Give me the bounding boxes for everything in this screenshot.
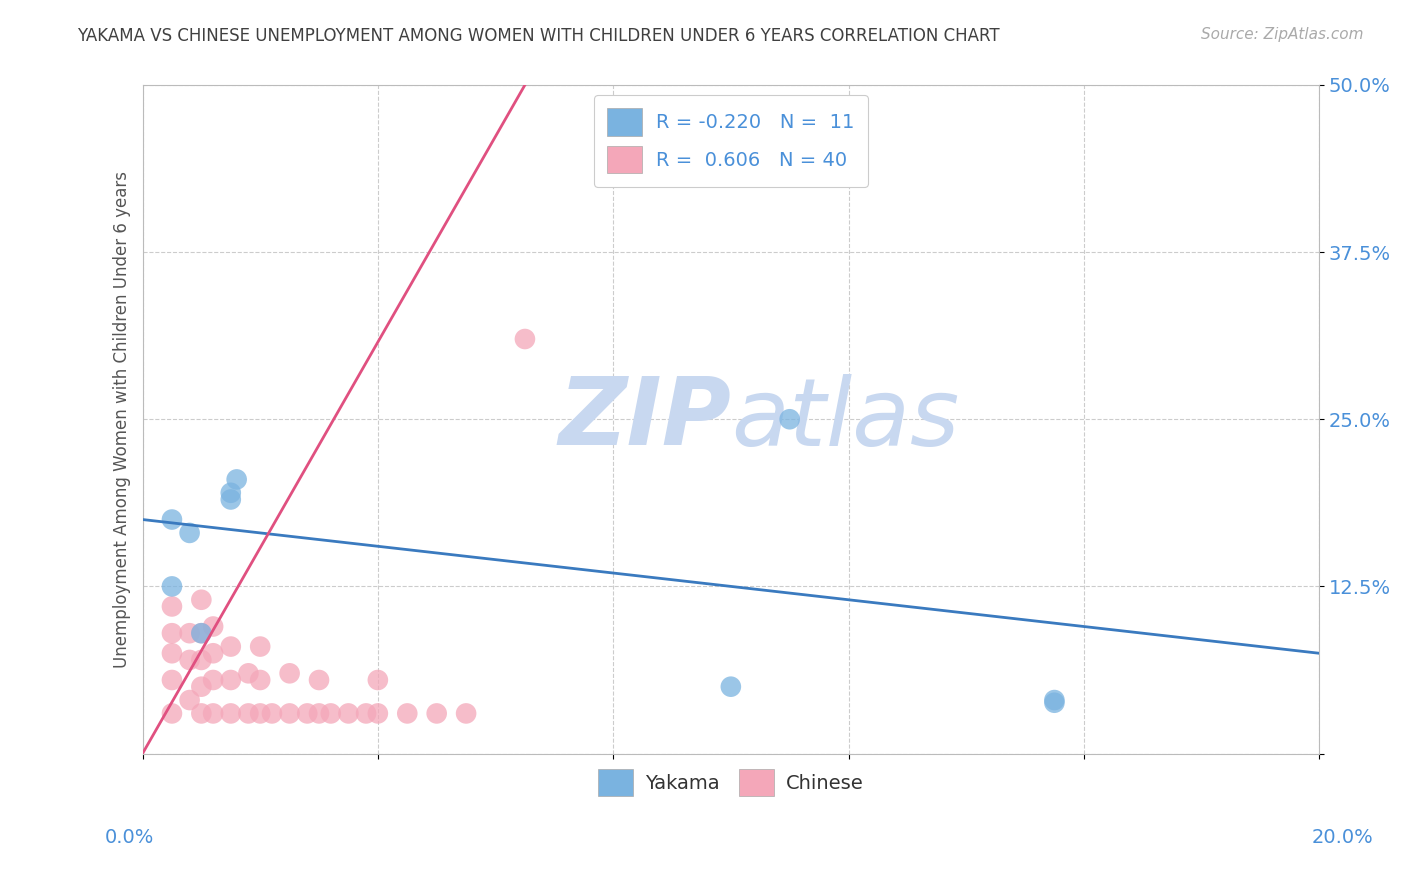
Point [202,619,225,633]
Point [190,626,212,640]
Text: Source: ZipAtlas.com: Source: ZipAtlas.com [1201,27,1364,42]
Text: 20.0%: 20.0% [1312,828,1374,847]
Point [278,706,301,721]
Point [160,512,183,526]
Point [190,680,212,694]
Point [308,706,330,721]
Text: 0.0%: 0.0% [104,828,155,847]
Point [1043,696,1066,710]
Point [238,666,260,681]
Point [160,626,183,640]
Point [779,412,801,426]
Text: ZIP: ZIP [558,373,731,466]
Point [202,673,225,687]
Point [1043,693,1066,707]
Point [219,485,242,500]
Point [179,626,201,640]
Point [367,673,389,687]
Point [219,640,242,654]
Point [249,673,271,687]
Legend: Yakama, Chinese: Yakama, Chinese [591,761,872,804]
Text: atlas: atlas [731,374,959,465]
Point [367,706,389,721]
Point [260,706,283,721]
Text: YAKAMA VS CHINESE UNEMPLOYMENT AMONG WOMEN WITH CHILDREN UNDER 6 YEARS CORRELATI: YAKAMA VS CHINESE UNEMPLOYMENT AMONG WOM… [77,27,1000,45]
Point [219,673,242,687]
Point [190,706,212,721]
Point [190,626,212,640]
Point [160,673,183,687]
Point [179,693,201,707]
Point [249,706,271,721]
Point [160,599,183,614]
Point [179,653,201,667]
Point [396,706,419,721]
Point [219,492,242,507]
Point [278,666,301,681]
Point [249,640,271,654]
Point [319,706,342,721]
Point [238,706,260,721]
Y-axis label: Unemployment Among Women with Children Under 6 years: Unemployment Among Women with Children U… [114,170,131,668]
Point [202,646,225,660]
Point [426,706,449,721]
Point [720,680,742,694]
Point [160,646,183,660]
Point [179,525,201,540]
Point [337,706,360,721]
Point [308,673,330,687]
Point [190,653,212,667]
Point [160,706,183,721]
Point [513,332,536,346]
Point [160,579,183,593]
Point [297,706,319,721]
Point [219,706,242,721]
Point [456,706,478,721]
Point [190,592,212,607]
Point [225,472,247,486]
Point [202,706,225,721]
Point [354,706,377,721]
